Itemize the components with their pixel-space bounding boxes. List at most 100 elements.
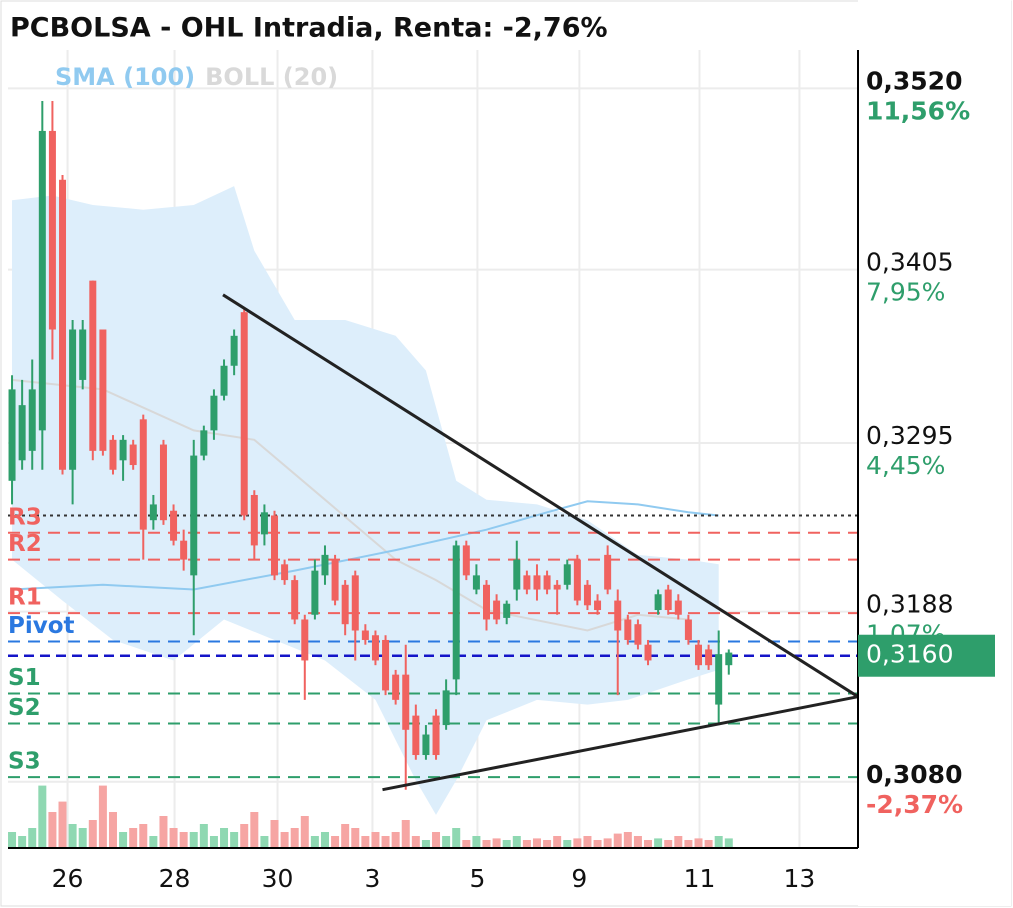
volume-bar — [240, 824, 249, 848]
candle-body — [301, 619, 309, 661]
volume-bar — [108, 812, 117, 848]
volume-bar — [391, 832, 400, 848]
volume-bar — [220, 828, 229, 848]
candle-body — [382, 639, 390, 691]
candle-body — [583, 584, 591, 606]
candle-body — [705, 649, 713, 666]
volume-bar — [522, 840, 531, 848]
candle-body — [452, 545, 460, 680]
candle-body — [271, 515, 279, 576]
volume-bar — [351, 828, 360, 848]
candle-body — [59, 179, 67, 470]
candle-body — [371, 635, 379, 661]
candle-body — [230, 335, 238, 366]
volume-bar — [543, 840, 552, 848]
candle-body — [99, 329, 107, 451]
x-tick-label: 5 — [469, 864, 485, 893]
chart-title: PCBOLSA - OHL Intradia, Renta: -2,76% — [10, 13, 608, 44]
volume-bar — [573, 838, 582, 848]
volume-bar — [644, 840, 653, 848]
volume-bar — [310, 836, 319, 848]
last-price-box — [858, 634, 995, 677]
candle-body — [149, 504, 157, 521]
candle-body — [240, 312, 248, 516]
candle-body — [543, 575, 551, 590]
candle-body — [594, 600, 602, 611]
volume-bar — [482, 840, 491, 848]
volume-bar — [320, 832, 329, 848]
volume-bar — [230, 832, 239, 848]
candle-body — [159, 444, 167, 521]
candle-body — [533, 575, 541, 590]
volume-bar — [714, 836, 723, 848]
y-tick-change: 11,56% — [866, 96, 970, 125]
candle-body — [220, 365, 228, 396]
volume-bar — [179, 832, 188, 848]
volume-bar — [129, 828, 138, 848]
trendline — [382, 695, 859, 792]
candle-body — [442, 690, 450, 726]
volume-bar — [149, 836, 158, 848]
volume-bar — [68, 824, 77, 848]
level-label: Pivot — [8, 613, 75, 639]
level-label: R2 — [8, 531, 42, 557]
volume-bar — [78, 828, 87, 848]
candle-body — [18, 405, 26, 461]
volume-bar — [603, 838, 612, 848]
candle-body — [493, 600, 501, 620]
candle-body — [48, 130, 56, 330]
volume-bar — [532, 838, 541, 848]
x-tick-label: 11 — [684, 864, 716, 893]
volume-bar — [28, 828, 37, 848]
candle-body — [79, 329, 87, 380]
candle-body — [281, 564, 289, 581]
candle-body — [664, 589, 672, 611]
x-tick-label: 26 — [52, 864, 84, 893]
volume-bar — [300, 816, 309, 848]
right-margin — [858, 0, 1011, 906]
candle-body — [513, 559, 521, 590]
volume-bar — [361, 836, 370, 848]
candle-body — [260, 512, 268, 535]
candle-body — [170, 510, 178, 541]
candle-body — [351, 575, 359, 631]
candle-body — [119, 439, 127, 461]
candle-body — [573, 559, 581, 601]
candle-body — [483, 584, 491, 620]
legend-entry: SMA (100) — [55, 63, 195, 91]
volume-bar — [8, 832, 17, 848]
volume-bar — [674, 836, 683, 848]
candle-body — [200, 430, 208, 456]
candle-body — [402, 674, 410, 730]
candle-body — [462, 545, 470, 576]
candle-body — [654, 594, 662, 611]
candle-body — [432, 715, 440, 756]
volume-bar — [119, 832, 128, 848]
candle-body — [28, 389, 36, 451]
candle-body — [644, 644, 652, 661]
x-tick-label: 9 — [571, 864, 587, 893]
volume-bar — [583, 836, 592, 848]
candle-body — [89, 280, 97, 451]
y-tick-label: 0,3520 — [866, 66, 962, 95]
y-tick-change: 7,95% — [866, 278, 945, 307]
x-tick-label: 3 — [364, 864, 380, 893]
level-label: R3 — [8, 504, 42, 530]
volume-bar — [472, 836, 481, 848]
y-tick-label: 0,3405 — [866, 248, 953, 277]
candle-body — [523, 575, 531, 590]
legend-entry: BOLL (20) — [205, 63, 338, 91]
candle-body — [624, 619, 632, 640]
candle-body — [8, 389, 16, 481]
sma-line — [11, 500, 719, 591]
candle-body — [634, 624, 642, 645]
candle-body — [341, 584, 349, 625]
volume-bar — [270, 820, 279, 848]
volume-bar — [684, 840, 693, 848]
candle-body — [694, 644, 702, 666]
level-label: R1 — [8, 585, 42, 611]
candle-body — [361, 630, 369, 640]
volume-bar — [371, 832, 380, 848]
candle-body — [563, 564, 571, 585]
